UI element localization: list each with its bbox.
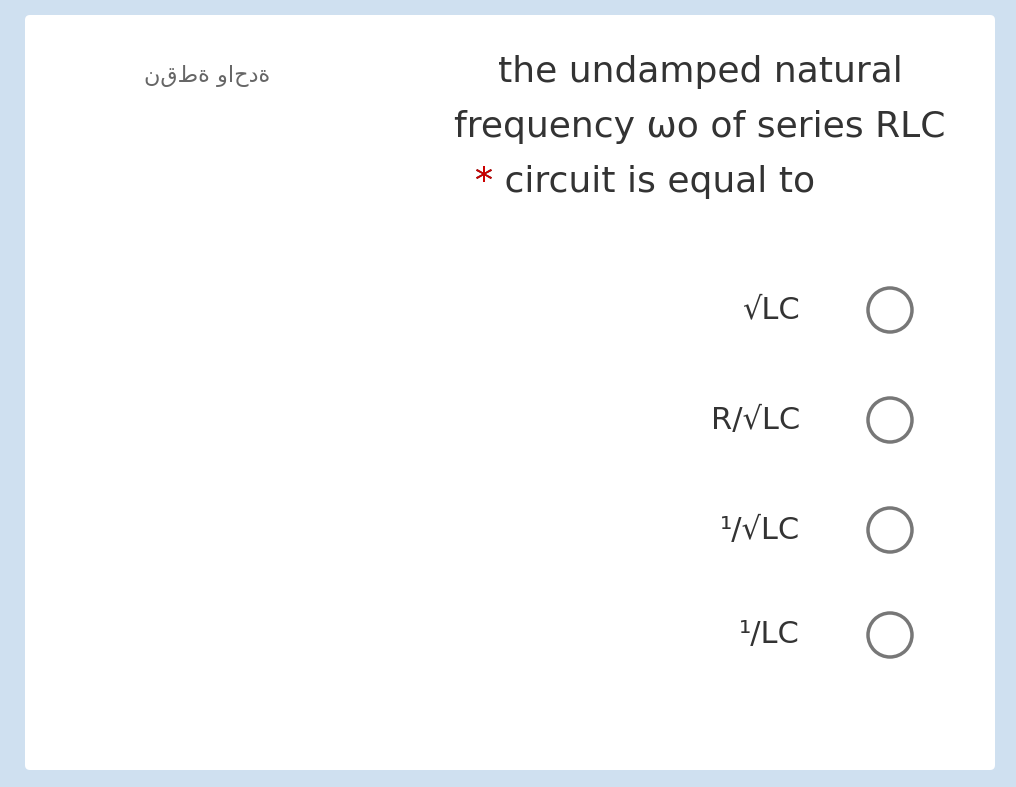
Text: √LC: √LC <box>743 295 800 324</box>
Text: R/√LC: R/√LC <box>711 405 800 434</box>
Text: ¹/LC: ¹/LC <box>739 620 800 649</box>
FancyBboxPatch shape <box>25 15 995 770</box>
Text: * circuit is equal to: * circuit is equal to <box>475 165 815 199</box>
Text: *: * <box>475 165 505 199</box>
Text: frequency ωo of series RLC: frequency ωo of series RLC <box>454 110 946 144</box>
Text: the undamped natural: the undamped natural <box>498 55 902 89</box>
Text: نقطة واحدة: نقطة واحدة <box>143 65 270 87</box>
Text: ¹/√LC: ¹/√LC <box>719 515 800 545</box>
